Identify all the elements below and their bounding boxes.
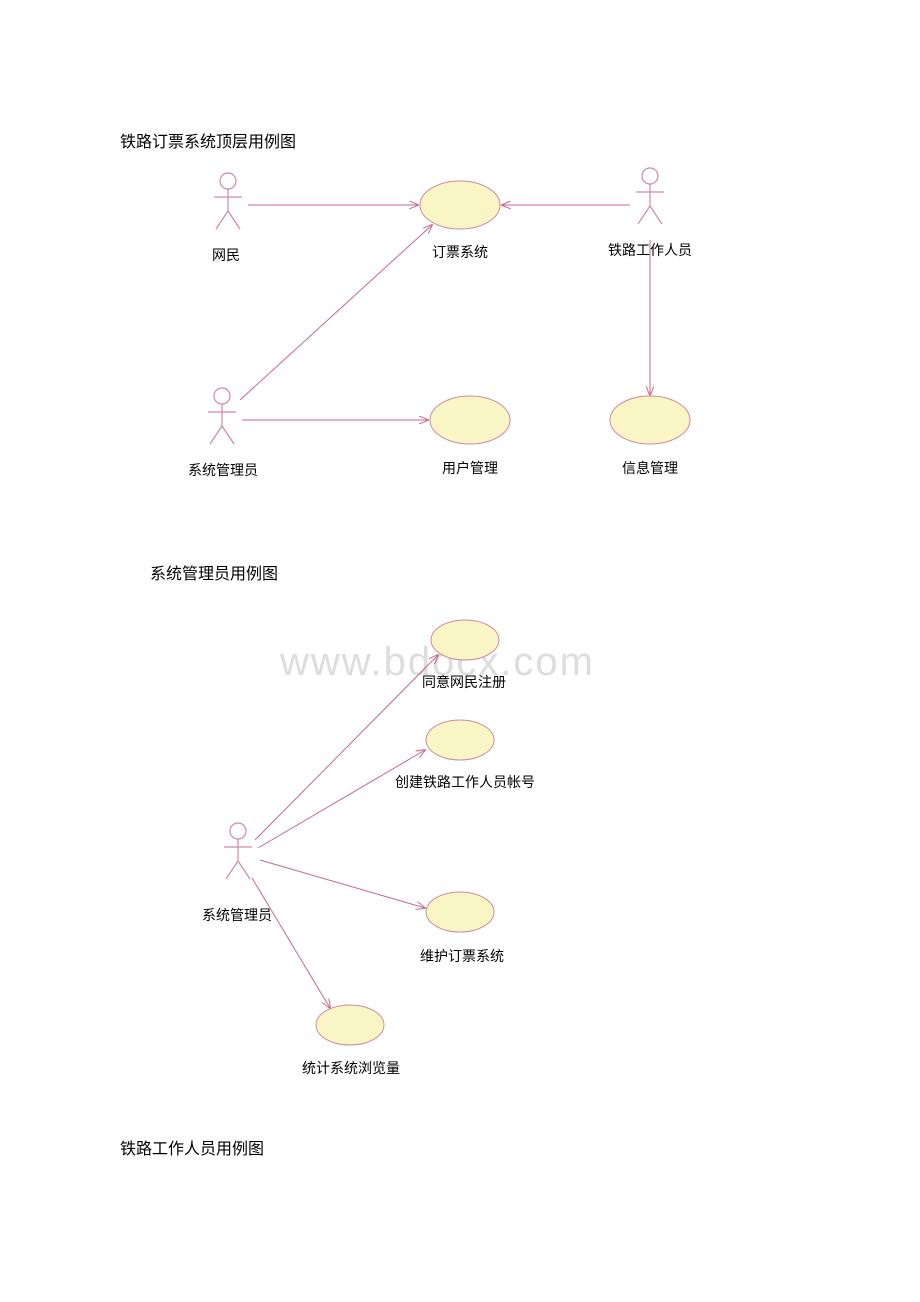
actor-label: 系统管理员 bbox=[202, 905, 272, 925]
section-title: 系统管理员用例图 bbox=[150, 560, 278, 584]
actor-label: 铁路工作人员 bbox=[608, 240, 692, 260]
usecase-label: 创建铁路工作人员帐号 bbox=[395, 772, 535, 792]
svg-layer bbox=[0, 0, 920, 1302]
section-title: 铁路订票系统顶层用例图 bbox=[120, 128, 296, 152]
section-title: 铁路工作人员用例图 bbox=[120, 1135, 264, 1159]
usecase-label: 同意网民注册 bbox=[422, 672, 506, 692]
actor-label: 系统管理员 bbox=[188, 460, 258, 480]
usecase-label: 订票系统 bbox=[432, 242, 488, 262]
usecase-label: 信息管理 bbox=[622, 458, 678, 478]
usecase-label: 统计系统浏览量 bbox=[302, 1058, 400, 1078]
usecase-label: 维护订票系统 bbox=[420, 946, 504, 966]
usecase-label: 用户管理 bbox=[442, 458, 498, 478]
actor-label: 网民 bbox=[212, 245, 240, 265]
diagram-canvas: www.bdocx.com 铁路订票系统顶层用例图系统管理员用例图铁路工作人员用… bbox=[0, 0, 920, 1302]
